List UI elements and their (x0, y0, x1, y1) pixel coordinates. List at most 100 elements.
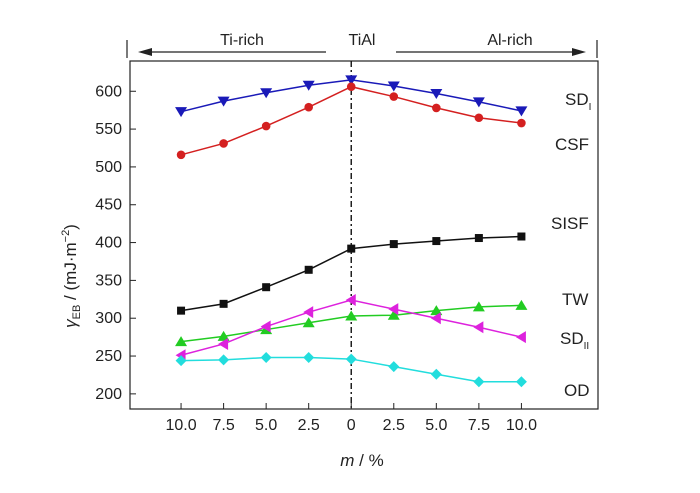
region-bar: Ti-rich TiAl Al-rich (126, 32, 598, 58)
x-tick-label: 0 (347, 417, 356, 434)
series-group (175, 75, 528, 388)
data-point (517, 118, 526, 128)
y-tick-label: 500 (95, 159, 122, 176)
region-arrow-left-head (138, 48, 152, 56)
region-arrow-right-head (572, 48, 586, 56)
data-point (175, 355, 187, 367)
data-point (346, 82, 356, 92)
data-point (217, 330, 230, 341)
series-label-name: OD (564, 381, 590, 400)
data-point (387, 309, 400, 320)
data-point (389, 92, 399, 101)
series-csf (176, 82, 526, 160)
series-label: CSF (555, 135, 589, 154)
data-point (302, 317, 315, 328)
series-label-subscript: II (584, 341, 590, 352)
data-point (515, 106, 528, 117)
y-tick-label: 350 (95, 272, 122, 289)
x-tick-label: 10.0 (165, 417, 196, 434)
x-tick-label: 2.5 (383, 417, 405, 434)
data-point (177, 306, 186, 315)
series-label: SDII (560, 329, 589, 352)
series-label: SDI (565, 90, 591, 113)
y-tick-label: 600 (95, 83, 122, 100)
series-label-name: SD (560, 329, 584, 348)
data-point (474, 113, 484, 123)
data-point (472, 97, 485, 108)
data-point (515, 376, 527, 388)
series-label-subscript: I (589, 102, 592, 113)
data-point (219, 139, 228, 148)
data-point (260, 320, 271, 333)
series-label-name: SD (565, 90, 589, 109)
data-point (302, 80, 315, 91)
x-tick-label: 5.0 (425, 417, 447, 434)
data-point (175, 107, 188, 118)
y-axis-subscript: EB (71, 305, 83, 320)
y-axis-title: γEB / (mJ·m−2) (60, 224, 83, 328)
y-tick-label: 250 (95, 348, 122, 365)
x-tick-label: 10.0 (506, 417, 537, 434)
data-point (218, 337, 229, 350)
data-point (261, 121, 271, 131)
y-tick-label: 300 (95, 310, 122, 327)
data-point (517, 232, 526, 241)
data-point (473, 321, 484, 334)
data-point (430, 312, 441, 325)
data-point (345, 310, 358, 321)
x-axis-unit: / % (354, 451, 383, 470)
y-tick-label: 450 (95, 197, 122, 214)
x-tick-label: 7.5 (468, 417, 490, 434)
x-axis-symbol: m (340, 451, 354, 470)
data-point (345, 294, 356, 307)
y-axis-superscript: −2 (60, 230, 72, 243)
data-point (260, 88, 273, 99)
x-tick-label: 2.5 (298, 417, 320, 434)
data-point (260, 352, 272, 364)
data-point (389, 240, 398, 249)
series-label: TW (562, 290, 588, 309)
y-axis-symbol: γ (61, 318, 80, 328)
data-point (432, 237, 441, 246)
data-point (430, 89, 443, 100)
data-point (347, 244, 356, 253)
y-tick-label: 400 (95, 235, 122, 252)
data-point (218, 354, 230, 366)
series-sisf (177, 232, 526, 315)
series-label-name: CSF (555, 135, 589, 154)
data-point (217, 96, 230, 107)
y-axis-close: ) (61, 224, 80, 230)
data-point (515, 299, 528, 310)
x-tick-label: 5.0 (255, 417, 277, 434)
x-axis-title: m / % (340, 451, 383, 470)
axis-ticks: 200 250 300 350 400 450 500 550 600 10.0 7.5 5.0 2.5… (95, 83, 537, 434)
plot-border (129, 60, 599, 410)
data-point (304, 265, 313, 274)
data-point (472, 301, 485, 312)
data-point (388, 303, 399, 316)
data-point (175, 336, 188, 347)
data-point (387, 81, 400, 92)
region-label-right: Al-rich (487, 32, 532, 49)
data-point (432, 103, 441, 113)
data-point (303, 306, 314, 319)
x-tick-label: 7.5 (212, 417, 234, 434)
data-point (262, 283, 271, 292)
plot-frame (129, 60, 599, 410)
data-point (430, 368, 442, 380)
y-tick-label: 550 (95, 121, 122, 138)
series-label-name: SISF (551, 214, 589, 233)
data-point (515, 331, 526, 344)
series-sdi (175, 75, 528, 118)
region-label-center: TiAl (349, 32, 376, 49)
data-point (303, 352, 315, 364)
y-axis-unit: / (mJ·m (61, 242, 80, 304)
data-point (176, 150, 186, 160)
data-point (345, 75, 358, 86)
data-point (345, 353, 357, 365)
data-point (304, 102, 313, 112)
data-point (473, 376, 485, 388)
data-point (219, 299, 228, 308)
